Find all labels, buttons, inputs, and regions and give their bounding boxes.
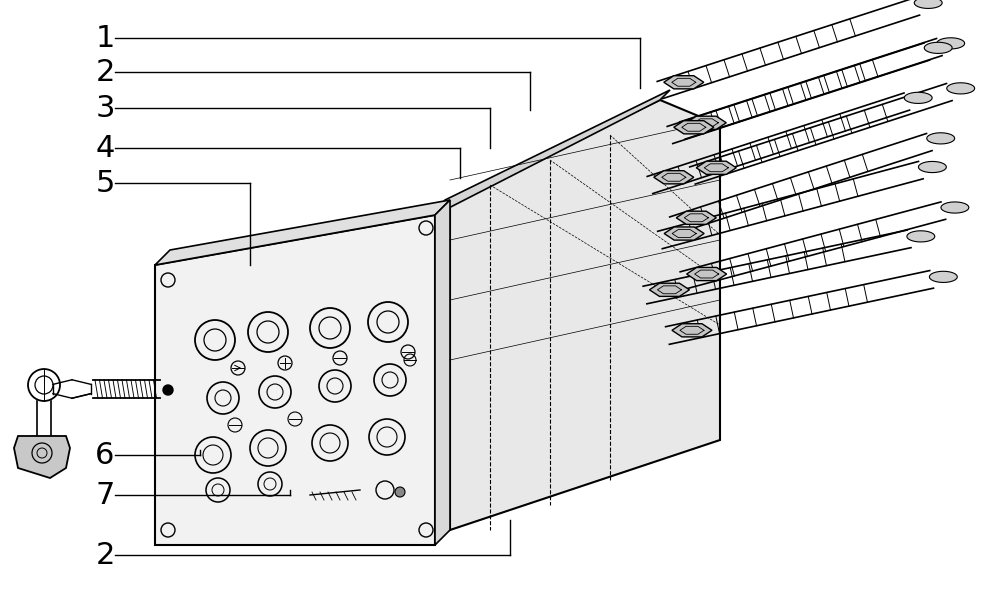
Polygon shape	[664, 227, 704, 240]
Circle shape	[395, 487, 405, 497]
Polygon shape	[929, 271, 957, 283]
Circle shape	[163, 385, 173, 395]
Polygon shape	[676, 211, 716, 225]
Polygon shape	[674, 121, 714, 134]
Polygon shape	[907, 231, 935, 242]
Text: 2: 2	[95, 58, 115, 86]
Text: 2: 2	[95, 540, 115, 570]
Polygon shape	[664, 76, 704, 89]
Polygon shape	[918, 162, 946, 173]
Polygon shape	[941, 202, 969, 213]
Polygon shape	[649, 283, 689, 296]
Polygon shape	[14, 436, 70, 478]
Polygon shape	[672, 324, 712, 337]
Polygon shape	[654, 171, 694, 184]
Polygon shape	[435, 90, 670, 215]
Polygon shape	[155, 215, 435, 545]
Text: 7: 7	[95, 480, 115, 510]
Text: 5: 5	[95, 168, 115, 198]
Polygon shape	[924, 42, 952, 53]
Text: 3: 3	[95, 94, 115, 122]
Polygon shape	[450, 100, 720, 530]
Text: 1: 1	[95, 23, 115, 53]
Polygon shape	[435, 200, 450, 545]
Polygon shape	[686, 116, 726, 129]
Text: 6: 6	[95, 441, 115, 469]
Text: 4: 4	[95, 133, 115, 163]
Polygon shape	[914, 0, 942, 9]
Polygon shape	[155, 200, 450, 265]
Polygon shape	[927, 133, 955, 144]
Polygon shape	[937, 38, 965, 49]
Polygon shape	[687, 267, 727, 281]
Polygon shape	[904, 92, 932, 103]
Polygon shape	[696, 161, 736, 174]
Polygon shape	[947, 83, 975, 94]
